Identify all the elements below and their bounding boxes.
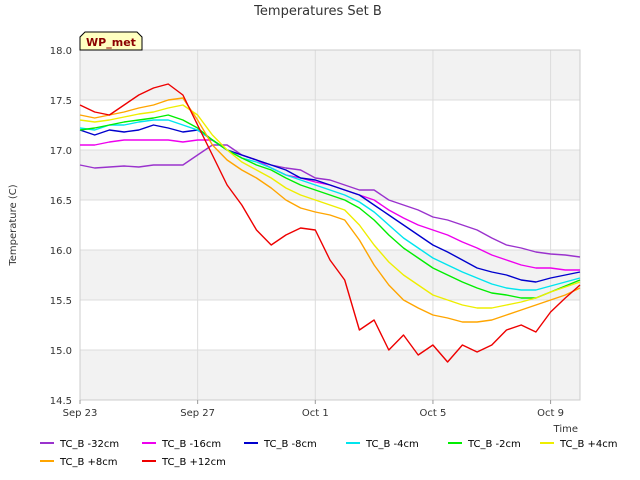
y-tick-label: 16.5: [50, 196, 72, 207]
legend-label: TC_B -32cm: [59, 439, 119, 450]
series-line-4: [79, 114, 581, 299]
x-tick-label: Sep 27: [180, 408, 215, 419]
x-axis-title: Time: [553, 424, 578, 435]
station-badge: WP_met: [79, 31, 143, 51]
legend-label: TC_B -4cm: [365, 439, 419, 450]
y-axis-title: Temperature (C): [8, 184, 19, 266]
plot-band: [80, 150, 580, 200]
series-line-0: [79, 144, 581, 258]
legend-label: TC_B +8cm: [59, 457, 118, 468]
x-tick-label: Sep 23: [63, 408, 98, 419]
legend-label: TC_B +4cm: [559, 439, 618, 450]
station-badge-label: WP_met: [86, 36, 136, 49]
legend-item-2: TC_B -8cm: [244, 439, 317, 450]
y-tick-label: 16.0: [50, 246, 72, 257]
grid: [79, 49, 581, 401]
chart-title: Temperatures Set B: [253, 4, 382, 19]
series-line-5: [79, 104, 581, 309]
series-line-2: [79, 124, 581, 283]
legend-item-4: TC_B -2cm: [448, 439, 521, 450]
x-tick-label: Oct 5: [420, 408, 447, 419]
legend-item-3: TC_B -4cm: [346, 439, 419, 450]
legend-label: TC_B -2cm: [467, 439, 521, 450]
y-tick-label: 18.0: [50, 46, 72, 57]
legend-item-0: TC_B -32cm: [40, 439, 119, 450]
series-group: [79, 83, 581, 363]
legend-label: TC_B -16cm: [161, 439, 221, 450]
legend-item-7: TC_B +12cm: [142, 457, 226, 468]
series-line-7: [79, 83, 581, 363]
legend-label: TC_B -8cm: [263, 439, 317, 450]
legend: TC_B -32cm TC_B -16cm TC_B -8cm TC_B -4cm TC…: [40, 439, 618, 468]
plot-area: [80, 50, 580, 400]
plot-band: [80, 50, 580, 100]
station-badge-box: [79, 31, 143, 51]
series-line-6: [79, 97, 581, 323]
plot-band: [80, 350, 580, 400]
series-line-3: [79, 119, 581, 291]
y-axis: 14.5 15.0 15.5 16.0 16.5 17.0 17.5 18.0: [50, 46, 72, 407]
y-tick-label: 15.0: [50, 346, 72, 357]
plot-background: [80, 50, 580, 400]
legend-item-5: TC_B +4cm: [540, 439, 618, 450]
y-tick-label: 17.0: [50, 146, 72, 157]
y-tick-label: 17.5: [50, 96, 72, 107]
legend-item-6: TC_B +8cm: [40, 457, 118, 468]
y-tick-label: 14.5: [50, 396, 72, 407]
y-tick-label: 15.5: [50, 296, 72, 307]
legend-item-1: TC_B -16cm: [142, 439, 221, 450]
x-tick-label: Oct 1: [302, 408, 329, 419]
x-axis: Sep 23 Sep 27 Oct 1 Oct 5 Oct 9: [63, 400, 564, 419]
plot-band: [80, 250, 580, 300]
legend-label: TC_B +12cm: [161, 457, 226, 468]
x-tick-label: Oct 9: [537, 408, 564, 419]
plot-frame: [79, 49, 581, 401]
